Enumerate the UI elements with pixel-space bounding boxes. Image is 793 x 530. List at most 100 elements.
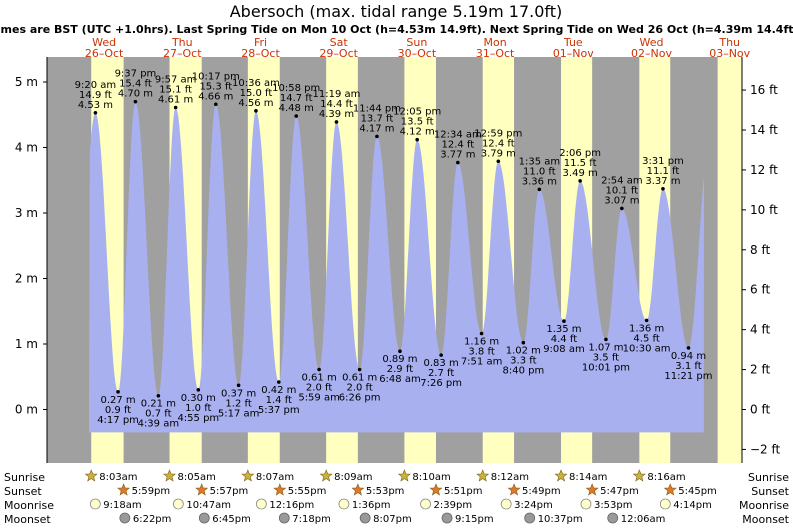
high-tide-m: 4.70 m: [118, 89, 153, 100]
low-tide-point: [317, 367, 321, 372]
day-name: Wed: [640, 36, 664, 49]
high-tide-ft: 15.0 ft: [240, 88, 273, 99]
high-tide-point: [173, 105, 178, 110]
water-area: [89, 101, 704, 433]
day-date: 26–Oct: [85, 47, 124, 60]
low-tide-point: [604, 337, 608, 342]
high-tide-point: [661, 186, 665, 191]
high-tide-point: [375, 134, 379, 139]
moonrise-time: 3:53pm: [594, 500, 633, 511]
low-tide-time: 4:55 pm: [177, 413, 219, 424]
daylight-band: [717, 57, 742, 463]
sunset-icon: [507, 483, 521, 496]
high-tide-m: 3.49 m: [563, 168, 598, 179]
low-tide-m: 0.61 m: [302, 373, 337, 384]
high-tide-ft: 12.4 ft: [441, 140, 474, 151]
moonset-time: 7:18pm: [292, 514, 331, 525]
sunset-icon: [351, 483, 365, 496]
moonrise-time: 2:39pm: [434, 500, 473, 511]
high-tide-ft: 13.7 ft: [361, 113, 394, 124]
moonset-time: 12:06am: [621, 514, 666, 525]
sunrise-icon: [554, 469, 568, 482]
low-tide-point: [156, 393, 161, 398]
high-tide-point: [254, 109, 258, 113]
high-tide-m: 3.07 m: [604, 195, 639, 206]
low-tide-time: 4:17 pm: [97, 415, 139, 426]
moonset-icon: [441, 512, 453, 524]
high-tide-m: 4.66 m: [198, 91, 233, 102]
low-tide-point: [196, 388, 201, 392]
high-tide-time: 3:31 pm: [642, 156, 684, 167]
low-tide-point: [357, 367, 362, 372]
y-tick-label-m: 5 m: [15, 75, 38, 89]
sunset-time: 5:51pm: [444, 486, 483, 497]
low-tide-point: [686, 346, 691, 350]
moonrise-icon: [500, 498, 512, 510]
high-tide-time: 9:20 am: [75, 80, 117, 91]
y-tick-label-ft: 16 ft: [750, 83, 778, 97]
sunrise-time: 8:16am: [647, 472, 685, 483]
low-tide-time: 9:08 am: [543, 344, 585, 355]
low-tide-time: 6:26 pm: [339, 393, 381, 404]
low-tide-m: 0.21 m: [141, 399, 176, 410]
high-tide-time: 12:59 pm: [474, 128, 522, 139]
low-tide-ft: 3.3 ft: [510, 356, 536, 367]
day-name: Sun: [406, 36, 427, 49]
sunrise-time: 8:10am: [412, 472, 450, 483]
high-tide-ft: 15.3 ft: [199, 81, 232, 92]
low-tide-point: [521, 340, 526, 345]
moonrise-icon: [255, 498, 267, 510]
day-name: Fri: [254, 36, 267, 49]
low-tide-m: 1.36 m: [629, 323, 664, 334]
sunrise-time: 8:12am: [491, 472, 529, 483]
y-tick-label-ft: −2 ft: [750, 442, 781, 456]
moonset-time: 10:37pm: [538, 514, 583, 525]
low-tide-ft: 4.4 ft: [551, 334, 577, 345]
high-tide-point: [537, 187, 542, 192]
sunrise-icon: [319, 469, 333, 482]
chart-subtitle: Times are BST (UTC +1.0hrs). Last Spring…: [0, 23, 793, 36]
high-tide-ft: 14.7 ft: [280, 93, 313, 104]
moonset-time: 6:22pm: [133, 514, 172, 525]
moonrise-icon: [172, 498, 184, 510]
low-tide-m: 1.16 m: [464, 337, 499, 348]
sunset-time: 5:49pm: [522, 486, 561, 497]
low-tide-ft: 2.9 ft: [387, 364, 413, 375]
high-tide-m: 3.77 m: [440, 150, 475, 161]
high-tide-point: [456, 160, 460, 165]
sunset-time: 5:45pm: [678, 486, 717, 497]
low-tide-ft: 1.2 ft: [225, 398, 251, 409]
day-date: 27–Oct: [163, 47, 202, 60]
high-tide-m: 4.12 m: [400, 127, 435, 138]
day-date: 29–Oct: [319, 47, 358, 60]
y-tick-label-ft: 12 ft: [750, 163, 778, 177]
day-date: 03–Nov: [709, 47, 750, 60]
y-tick-label-ft: 10 ft: [750, 203, 778, 217]
sunrise-label-right: Sunrise: [748, 471, 789, 484]
low-tide-time: 4:39 am: [138, 419, 180, 430]
day-date: 01–Nov: [553, 47, 594, 60]
low-tide-m: 0.30 m: [181, 393, 216, 404]
low-tide-time: 8:40 pm: [502, 366, 544, 377]
high-tide-ft: 11.1 ft: [647, 166, 680, 177]
high-tide-ft: 10.1 ft: [605, 185, 638, 196]
high-tide-time: 10:36 am: [232, 78, 280, 89]
day-name: Mon: [483, 36, 506, 49]
high-tide-point: [334, 120, 339, 124]
low-tide-point: [479, 331, 484, 336]
tide-curve: [89, 101, 704, 433]
sunset-time: 5:47pm: [600, 486, 639, 497]
moonrise-time: 1:36pm: [352, 500, 391, 511]
moonrise-icon: [338, 498, 350, 510]
day-date: 28–Oct: [241, 47, 280, 60]
high-tide-point: [294, 114, 299, 118]
sunset-icon: [195, 483, 209, 496]
moonrise-icon: [89, 498, 101, 510]
y-tick-label-m: 2 m: [15, 272, 38, 286]
day-date: 30–Oct: [398, 47, 437, 60]
y-tick-label-m: 3 m: [15, 206, 38, 220]
day-date: 31–Oct: [476, 47, 515, 60]
sunset-time: 5:53pm: [366, 486, 405, 497]
low-tide-point: [439, 353, 443, 357]
